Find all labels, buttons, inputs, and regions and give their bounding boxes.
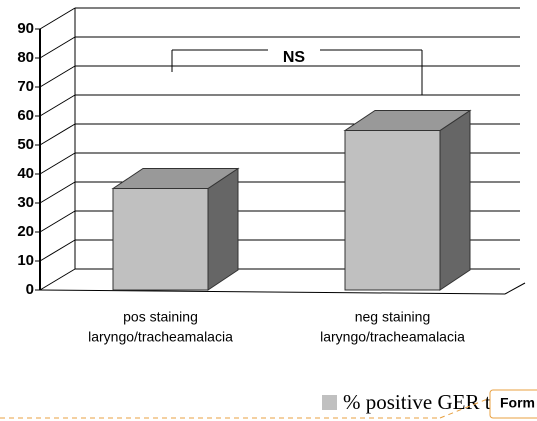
y-tick-label: 40 (17, 165, 34, 182)
y-tick-label: 10 (17, 252, 34, 269)
grid-line (39, 36, 76, 59)
y-tick-label: 70 (17, 78, 34, 95)
y-tick-label: 60 (17, 107, 34, 124)
x-tick-label: pos staining (123, 309, 198, 325)
x-tick-label: neg staining (355, 309, 431, 325)
grid-line (39, 268, 76, 291)
bar (344, 130, 441, 291)
annotation: NS (283, 49, 306, 66)
form-button-label[interactable]: Form (500, 395, 535, 411)
y-tick-label: 0 (26, 281, 34, 298)
grid-line (39, 210, 76, 233)
y-tick-label: 80 (17, 49, 34, 66)
y-tick-label: 90 (17, 20, 34, 37)
grid-line (39, 7, 76, 30)
grid-line (39, 65, 76, 88)
grid-line (39, 181, 76, 204)
grid-line (39, 152, 76, 175)
legend-swatch (322, 395, 337, 410)
bar-side (207, 167, 239, 291)
grid-line (39, 123, 76, 146)
grid-line (39, 239, 76, 262)
bar (112, 188, 209, 291)
grid-line (39, 94, 76, 117)
x-tick-label: laryngo/tracheamalacia (88, 329, 233, 345)
y-tick-label: 30 (17, 194, 34, 211)
form-button[interactable] (489, 389, 537, 419)
y-tick-label: 20 (17, 223, 34, 240)
axis (39, 289, 506, 295)
x-tick-label: laryngo/tracheamalacia (320, 329, 465, 345)
axis (504, 282, 526, 295)
y-tick-label: 50 (17, 136, 34, 153)
bar-side (439, 109, 471, 291)
